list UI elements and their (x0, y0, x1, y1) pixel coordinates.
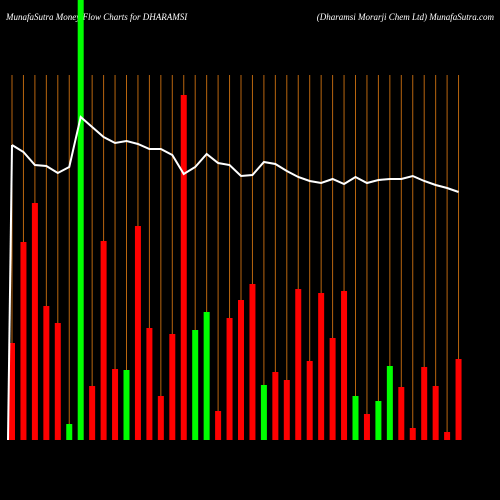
bar (249, 284, 256, 440)
bar (398, 387, 405, 440)
bar (157, 396, 164, 440)
bar (238, 300, 244, 440)
line-lead (7, 144, 13, 441)
bar (180, 95, 187, 440)
bar (272, 372, 279, 440)
bar (89, 386, 96, 440)
bar (20, 242, 27, 440)
bar (31, 203, 38, 440)
bar (203, 312, 210, 440)
bar (100, 241, 107, 440)
bar (66, 424, 73, 440)
bar (352, 396, 359, 440)
bar (341, 291, 348, 440)
bar (112, 369, 119, 440)
bar (169, 334, 176, 440)
bar (444, 432, 451, 440)
bar (409, 428, 416, 440)
chart-title: MunafaSutra Money Flow Charts for DHARAM… (5, 12, 188, 22)
bar (134, 226, 141, 440)
chart-subtitle: (Dharamsi Morarji Chem Ltd) MunafaSutra.… (317, 12, 495, 22)
bar (215, 411, 222, 440)
bar (421, 367, 428, 440)
bar (375, 401, 382, 440)
bar (306, 361, 313, 440)
price-line (11, 115, 459, 193)
bar (146, 328, 153, 440)
bar (226, 318, 233, 440)
bar (283, 380, 290, 440)
bar (455, 359, 462, 440)
bar (329, 338, 336, 440)
bar (363, 414, 370, 440)
bar (43, 306, 50, 440)
bar (432, 386, 439, 440)
bar (260, 385, 267, 440)
bar (386, 366, 393, 440)
bar (9, 343, 15, 440)
bar (77, 0, 84, 440)
bar (54, 323, 61, 440)
bar (192, 330, 199, 440)
bar (295, 289, 302, 440)
bar (123, 370, 130, 440)
bar (318, 293, 325, 440)
